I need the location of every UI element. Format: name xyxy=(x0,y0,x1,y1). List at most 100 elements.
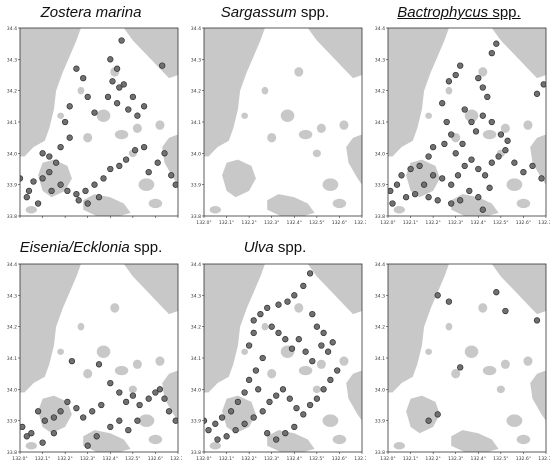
occurrence-point xyxy=(23,433,30,440)
small-island xyxy=(464,109,479,122)
small-island xyxy=(138,178,155,191)
occurrence-point xyxy=(264,304,271,312)
occurrence-point xyxy=(227,408,235,415)
small-island xyxy=(425,112,433,119)
x-tick-label: 132.6° xyxy=(148,456,163,462)
occurrence-point xyxy=(98,401,105,409)
island-west xyxy=(406,395,440,434)
x-tick-label: 132.0° xyxy=(380,456,395,462)
occurrence-point xyxy=(300,282,307,290)
x-tick-label: 132.0° xyxy=(196,456,211,462)
occurrence-point xyxy=(259,408,266,415)
occurrence-point xyxy=(288,345,296,352)
occurrence-point xyxy=(324,348,332,355)
x-tick-label: 132.2° xyxy=(241,456,256,462)
x-tick-label: 132.0° xyxy=(380,220,395,226)
small-island xyxy=(445,322,453,331)
species-map-panel: Sargassum spp. 34.4 34.3 34.2 34.1 34.0 33.9 33… xyxy=(184,0,366,232)
occurrence-point xyxy=(475,74,482,82)
occurrence-point xyxy=(28,430,35,437)
occurrence-point xyxy=(434,197,441,204)
occurrence-point xyxy=(468,156,475,163)
occurrence-point xyxy=(286,395,293,402)
species-map-panel: Bactrophycus spp. 34.4 34.3 34.2 34.1 34.0 33.… xyxy=(368,0,550,232)
y-tick-label: 34.1 xyxy=(7,120,17,126)
y-tick-label: 34.0 xyxy=(191,151,201,157)
occurrence-point xyxy=(89,408,96,415)
occurrence-point xyxy=(214,436,221,443)
occurrence-point xyxy=(466,187,473,195)
occurrence-point xyxy=(461,162,468,170)
occurrence-point xyxy=(39,175,46,182)
occurrence-point xyxy=(457,364,464,371)
occurrence-point xyxy=(82,187,89,195)
occurrence-point xyxy=(252,367,260,374)
occurrence-point xyxy=(241,420,248,427)
map-title: Ulva spp. xyxy=(184,239,366,256)
occurrence-point xyxy=(448,131,455,138)
occurrence-point xyxy=(502,147,509,154)
occurrence-point xyxy=(218,414,226,421)
y-tick-label: 34.4 xyxy=(7,262,17,268)
occurrence-point xyxy=(57,408,64,415)
small-island xyxy=(241,348,249,355)
occurrence-point xyxy=(388,187,394,195)
occurrence-point xyxy=(159,62,166,69)
small-island xyxy=(132,123,142,133)
occurrence-point xyxy=(84,442,91,449)
occurrence-point xyxy=(275,329,282,337)
occurrence-point xyxy=(268,323,275,330)
x-tick-label: 132.2° xyxy=(425,220,440,226)
y-tick-label: 34.3 xyxy=(375,293,385,299)
occurrence-point xyxy=(161,150,168,157)
occurrence-point xyxy=(306,270,314,277)
occurrence-point xyxy=(495,153,502,160)
map-title: Bactrophycus spp. xyxy=(368,4,550,21)
y-tick-label: 34.2 xyxy=(375,89,385,95)
occurrence-point xyxy=(275,301,282,308)
y-tick-label: 34.2 xyxy=(375,325,385,331)
y-tick-label: 34.4 xyxy=(7,26,17,32)
small-island xyxy=(261,322,269,331)
y-tick-label: 34.3 xyxy=(191,57,201,63)
x-tick-label: 132.3° xyxy=(448,220,463,226)
y-tick-label: 33.8 xyxy=(375,450,385,456)
occurrence-point xyxy=(468,118,475,126)
small-island xyxy=(322,178,339,191)
occurrence-point xyxy=(145,395,152,402)
small-island xyxy=(114,365,129,376)
small-island xyxy=(393,205,405,214)
x-tick-label: 132.7° xyxy=(170,456,182,462)
y-tick-label: 33.9 xyxy=(7,419,17,425)
land-northwest xyxy=(20,264,81,393)
occurrence-point xyxy=(109,78,116,85)
occurrence-point xyxy=(232,426,239,434)
occurrence-point xyxy=(257,310,264,318)
occurrence-point xyxy=(116,84,123,91)
occurrence-point xyxy=(250,329,257,337)
y-tick-label: 33.9 xyxy=(191,419,201,425)
occurrence-point xyxy=(64,187,71,195)
occurrence-point xyxy=(91,109,98,116)
map-title-suffix: spp. xyxy=(488,4,521,21)
island-south xyxy=(267,430,315,452)
occurrence-point xyxy=(488,159,495,166)
y-tick-label: 34.2 xyxy=(7,89,17,95)
occurrence-point xyxy=(475,165,482,173)
occurrence-point xyxy=(407,165,414,173)
map-title-species: Bactrophycus xyxy=(397,4,489,21)
occurrence-point xyxy=(479,84,486,91)
occurrence-point xyxy=(172,181,178,188)
small-island xyxy=(267,132,277,143)
occurrence-point xyxy=(255,386,262,393)
small-island xyxy=(316,359,326,369)
occurrence-point xyxy=(129,392,137,399)
small-island xyxy=(241,112,249,119)
small-island xyxy=(312,149,321,158)
occurrence-point xyxy=(68,357,76,365)
small-island xyxy=(114,129,129,140)
occurrence-point xyxy=(61,118,69,126)
map-title: Zostera marina xyxy=(0,4,182,21)
occurrence-point xyxy=(520,168,527,176)
